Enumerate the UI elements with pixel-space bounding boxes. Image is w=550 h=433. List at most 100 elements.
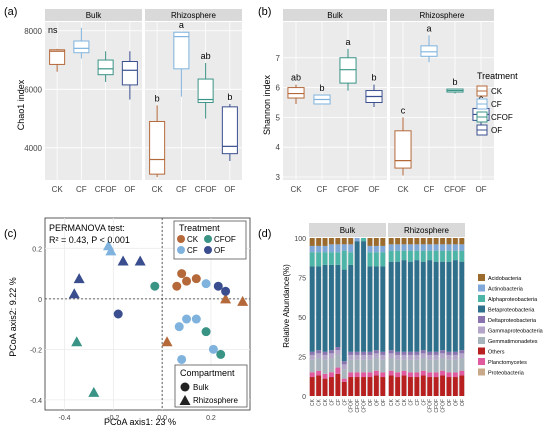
legend-label: CK [187,235,199,244]
legend-label: Bulk [193,383,210,392]
legend-label: Deltaproteobacteria [488,318,537,324]
bar-segment [452,372,458,378]
x-tick-label: CK [290,185,302,194]
bar-segment [427,372,433,378]
bar-segment [408,354,413,360]
bar-segment [401,351,407,355]
scatter-point-bulk [150,281,160,291]
bar-segment [309,252,315,267]
legend-swatch [478,295,485,302]
bar-segment [354,372,360,378]
panel-label: (c) [4,228,17,240]
y-tick-label: 0 [38,297,42,304]
bar-segment [361,351,366,355]
bar-segment [309,359,315,373]
facet-strip [388,223,465,237]
scatter-point-rhizosphere [134,255,146,266]
panel-b-shannon: (b) Shannon index BulkabCKbCFaCFOFbOFRhi… [258,6,518,194]
bar-segment [459,353,465,359]
scatter-point-bulk [172,281,182,291]
bar-segment [316,375,322,396]
bar-segment [395,261,401,352]
bar-segment [452,377,458,396]
y-tick-label: -0.2 [30,347,42,354]
x-tick-label: CK [152,185,164,194]
bar-segment [329,238,334,245]
box [339,57,357,84]
x-tick-label: CK [52,185,64,194]
bar-segment [452,260,458,352]
bar-segment [440,238,445,245]
bar-segment [395,377,401,396]
x-tick-label: CK [323,398,329,406]
bar-segment [395,359,401,373]
bar-segment [395,244,401,251]
scatter-point-bulk [221,286,231,296]
bar-segment [322,264,328,352]
x-tick-label: CF [329,399,335,406]
bar-segment [329,372,334,378]
legend-label: Acidobacteria [488,276,522,282]
bar-segment [446,250,452,262]
box [173,31,190,70]
bar-segment [348,354,354,360]
scatter-point-bulk [191,274,201,284]
facet-strip-label: Rhizosphere [171,11,216,20]
bar-segment [373,245,379,253]
x-tick-label: CFOF [349,399,355,413]
bar-segment [309,266,315,352]
scatter-point-bulk [208,344,218,354]
bar-segment [408,359,413,373]
bar-segment [316,350,322,354]
bar-segment [401,359,407,371]
bar-segment [380,238,386,246]
bar-segment [433,250,439,262]
bar-segment [380,372,386,378]
scatter-point-rhizosphere [105,245,117,256]
y-tick-label: 6000 [24,85,42,94]
bar-segment [341,238,347,245]
bar-segment [373,375,379,396]
bar-segment [408,351,413,355]
y-tick-label: 3 [276,173,281,182]
x-axis-label: PCoA axis1: 23 % [104,417,176,427]
legend-label: CF [491,100,502,109]
scatter-point-bulk [213,281,223,291]
bar-segment [335,238,341,245]
bar-segment [348,252,354,265]
scatter-point-rhizosphere [71,336,83,347]
scatter-point-bulk [177,354,187,364]
x-tick-label: CK [396,398,402,406]
box [221,106,238,155]
bar-segment [401,250,407,261]
bar-segment [414,372,420,378]
bar-segment [322,378,328,396]
bar-segment [446,351,452,355]
bar-segment [348,351,354,355]
bar-segment [414,250,420,261]
legend-label: CK [491,87,503,96]
legend-swatch [478,358,485,365]
y-tick-label: 75 [298,276,306,283]
bar-segment [440,375,445,396]
significance-letter: a [345,37,350,47]
bar-segment [329,353,334,359]
bar-segment [316,252,322,267]
scatter-point-rhizosphere [73,273,85,284]
significance-letter: c [479,93,484,103]
y-axis-label: PCoA axis2: 9.22 % [8,277,18,357]
legend-swatch [478,337,485,344]
legend-swatch [204,246,212,254]
bar-segment [440,358,445,371]
x-tick-label: -0.4 [58,415,70,422]
scatter-point-rhizosphere [220,293,232,304]
bar-segment [322,245,328,253]
y-tick-label: 8000 [24,27,42,36]
bar-segment [309,354,315,360]
bar-segment [373,238,379,246]
bar-segment [420,353,426,359]
bar-segment [452,359,458,373]
scatter-point-rhizosphere [161,336,173,347]
